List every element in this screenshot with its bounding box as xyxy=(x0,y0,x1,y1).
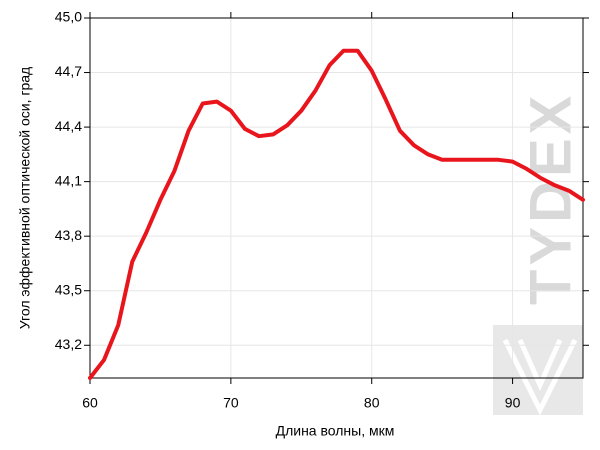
x-tick-label: 70 xyxy=(223,395,239,411)
y-tick-label: 44,4 xyxy=(55,118,82,134)
y-tick-label: 43,8 xyxy=(55,227,82,243)
x-tick-label: 80 xyxy=(364,395,380,411)
plot-frame xyxy=(89,17,584,379)
watermark-logo xyxy=(493,325,583,416)
x-tick-label: 90 xyxy=(505,395,521,411)
y-tick-label: 45,0 xyxy=(55,9,82,25)
y-tick-label: 43,5 xyxy=(55,281,82,297)
y-axis-label: Угол эффективной оптической оси, град xyxy=(17,67,33,329)
y-tick-label: 44,7 xyxy=(55,63,82,79)
data-line xyxy=(88,48,585,380)
watermark: TYDEX xyxy=(518,92,583,305)
y-tick-label: 43,2 xyxy=(55,336,82,352)
x-axis-label: Длина волны, мкм xyxy=(276,423,395,439)
y-tick-label: 44,1 xyxy=(55,172,82,188)
x-tick-label: 60 xyxy=(82,395,98,411)
